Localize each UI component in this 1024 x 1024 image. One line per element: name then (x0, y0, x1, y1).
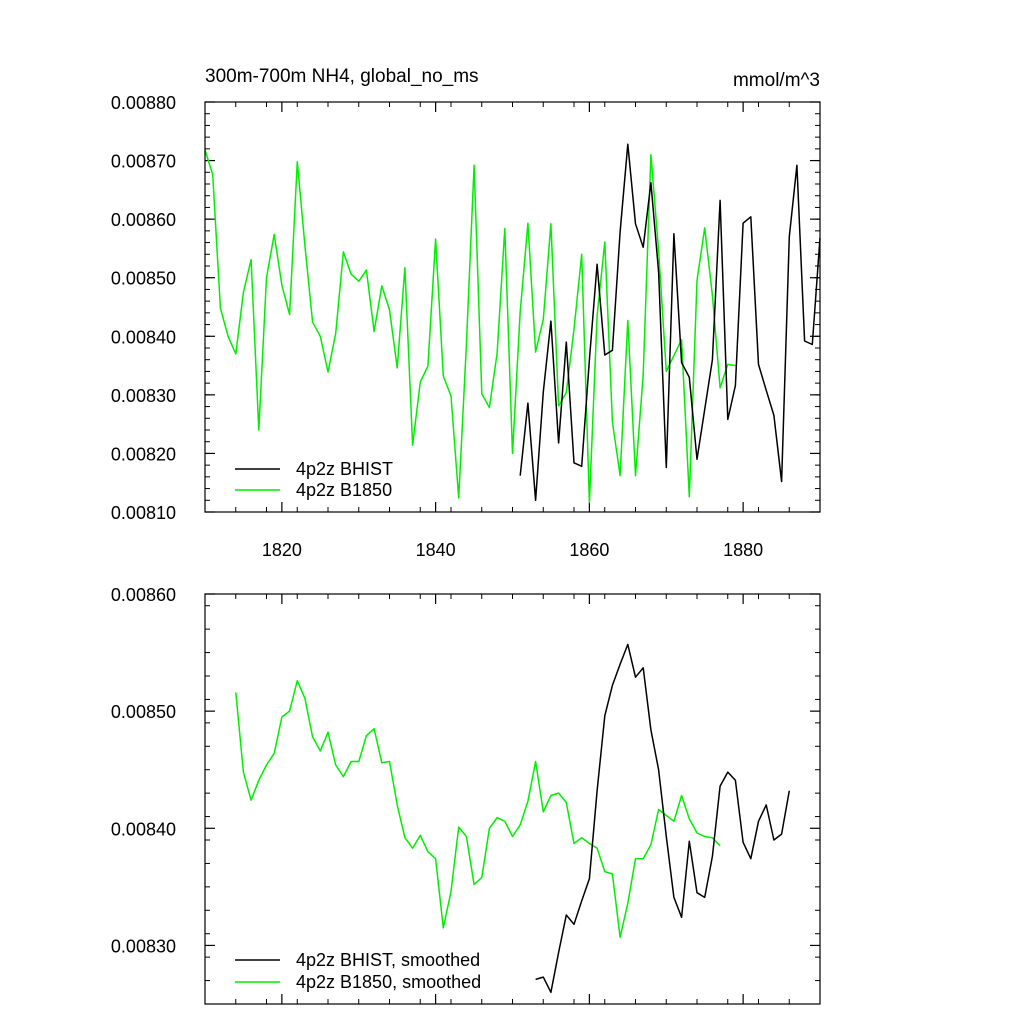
top-panel-ticks: 1820 1840 1860 1880 0.00810 0.00820 0.00830 0.0… (111, 93, 821, 560)
top-panel-title: 300m-700m NH4, global_no_ms (205, 66, 479, 87)
bottom-panel-ticks: 0.00830 0.00840 0.00850 0.00860 (111, 585, 821, 1005)
bottom-panel-frame (204, 593, 821, 1005)
legend-label-b1850-smoothed: 4p2z B1850, smoothed (296, 972, 481, 992)
series-line (204, 149, 736, 504)
y-tick-label: 0.00830 (111, 936, 176, 956)
y-tick-label: 0.00840 (111, 819, 176, 839)
y-tick-label: 0.00850 (111, 269, 176, 289)
y-tick-label: 0.00810 (111, 503, 176, 523)
y-tick-label: 0.00870 (111, 152, 176, 172)
x-tick-label: 1880 (723, 540, 763, 560)
top-panel-units: mmol/m^3 (733, 70, 820, 91)
legend-label-b1850: 4p2z B1850 (296, 480, 392, 500)
y-tick-label: 0.00820 (111, 444, 176, 464)
x-tick-label: 1820 (262, 540, 302, 560)
y-tick-label: 0.00860 (111, 210, 176, 230)
bottom-panel-series (235, 643, 791, 994)
x-tick-label: 1860 (569, 540, 609, 560)
legend-label-bhist: 4p2z BHIST (296, 459, 393, 479)
x-tick-label: 1840 (416, 540, 456, 560)
y-tick-label: 0.00860 (111, 585, 176, 605)
bottom-panel-legend: 4p2z BHIST, smoothed 4p2z B1850, smoothe… (235, 950, 481, 992)
top-panel-series (204, 143, 821, 504)
y-tick-label: 0.00880 (111, 93, 176, 113)
series-line (535, 643, 791, 994)
y-tick-label: 0.00830 (111, 386, 176, 406)
series-line (519, 143, 821, 502)
y-tick-label: 0.00840 (111, 327, 176, 347)
series-line (235, 679, 721, 938)
bottom-panel: 0.00830 0.00840 0.00850 0.00860 4p2z BHIST,… (111, 585, 821, 1005)
legend-label-bhist-smoothed: 4p2z BHIST, smoothed (296, 950, 480, 970)
top-panel-frame (204, 101, 821, 513)
top-panel-legend: 4p2z BHIST 4p2z B1850 (235, 459, 393, 500)
top-panel: 300m-700m NH4, global_no_ms mmol/m^3 182… (111, 66, 821, 560)
y-tick-label: 0.00850 (111, 702, 176, 722)
